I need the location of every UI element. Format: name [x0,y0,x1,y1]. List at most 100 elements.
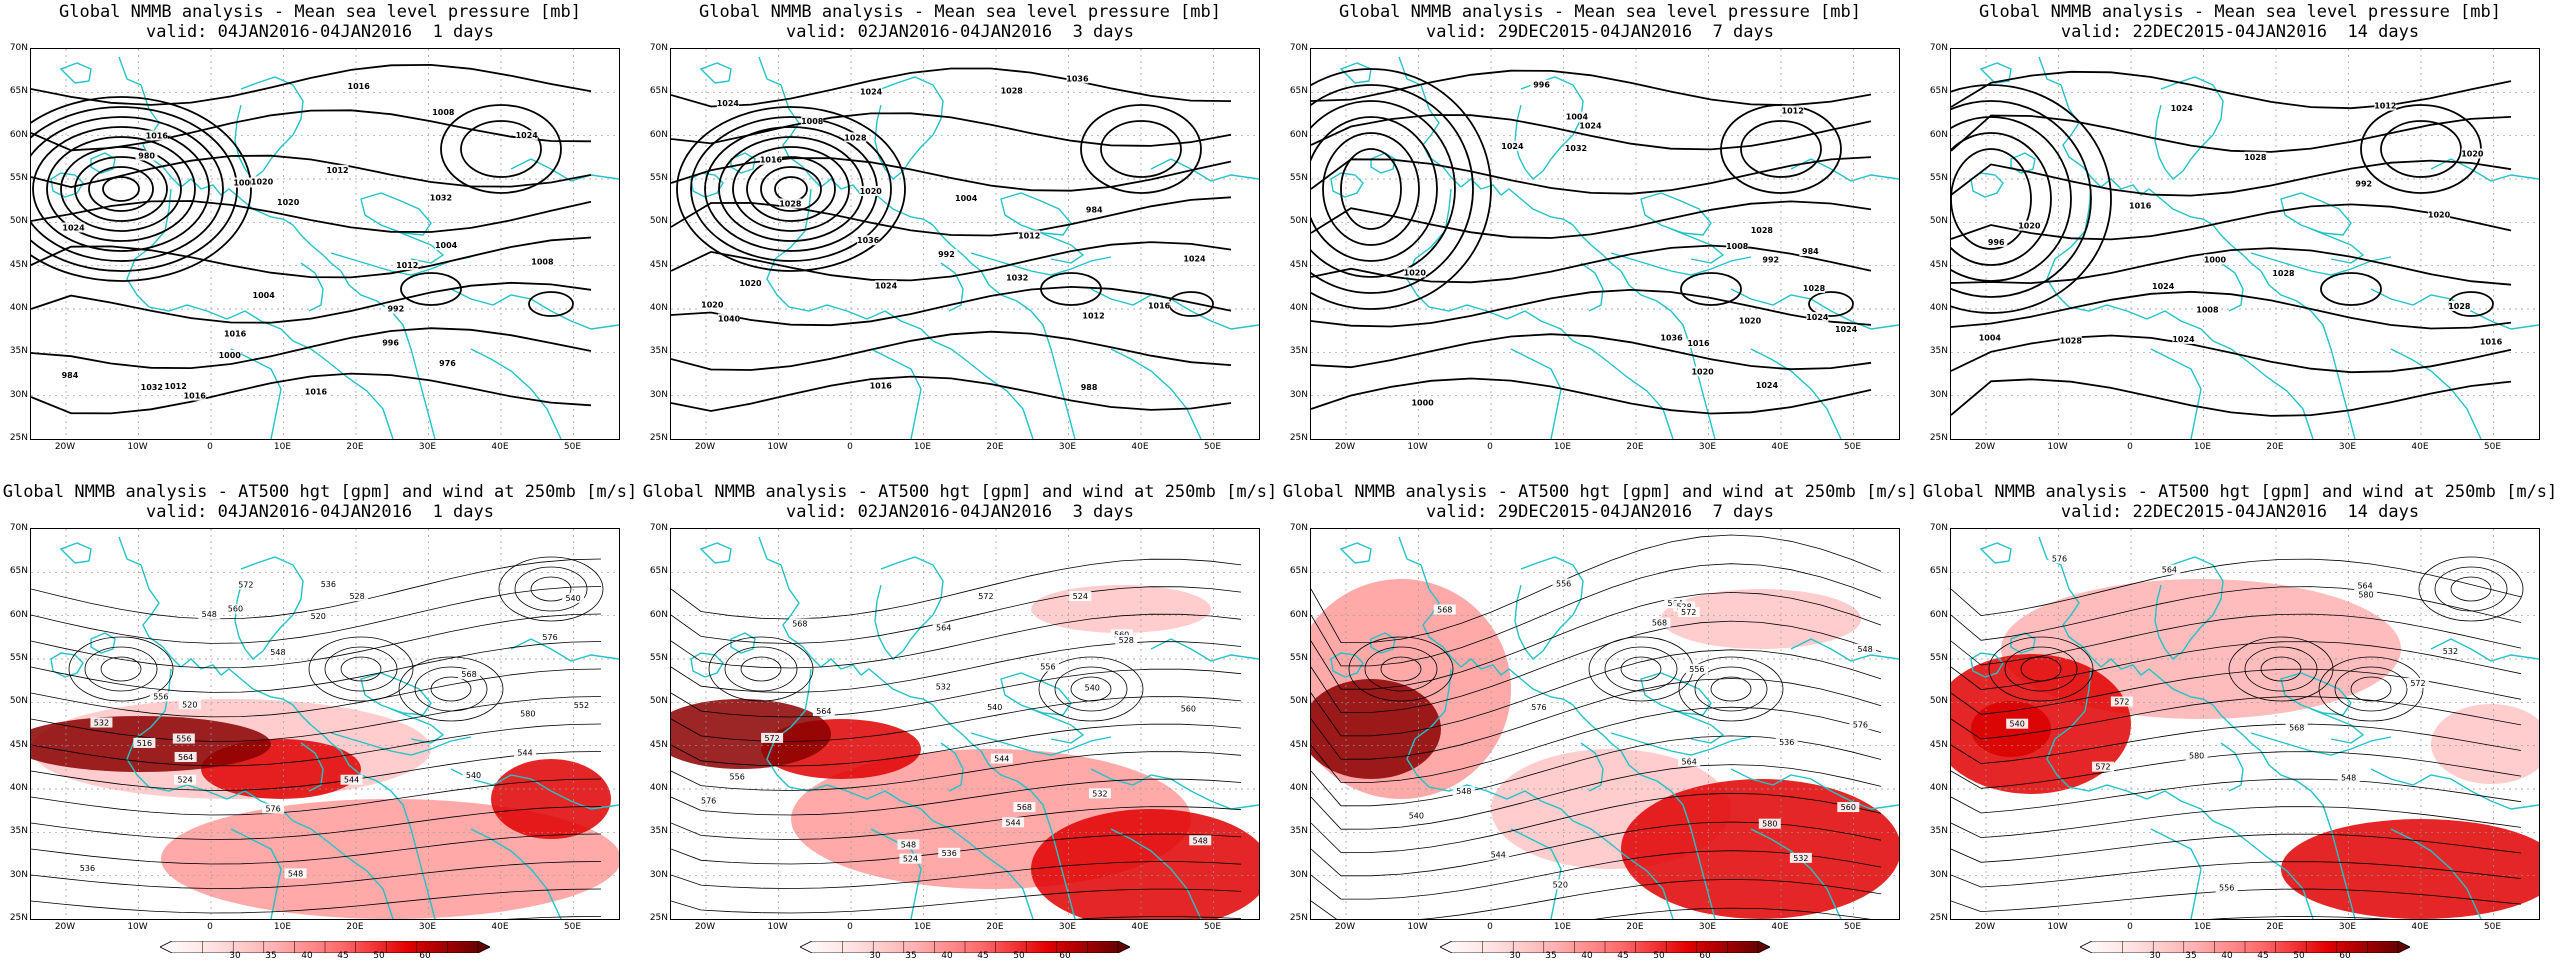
contour-label: 1012 [1782,107,1804,116]
longitude-label: 40E [1131,442,1149,452]
contour-label: 1024 [1806,313,1829,322]
latitude-label: 70N [1929,43,1948,53]
colorbar-label: 35 [265,951,277,961]
colorbar-label: 60 [2339,951,2351,961]
latitude-label: 25N [649,433,668,443]
contour-label: 536 [80,864,95,873]
contour-label: 996 [382,338,399,347]
longitude-label: 40E [1771,922,1789,932]
latitude-label: 50N [9,216,28,227]
contour-line [1311,200,1872,239]
contour-label: 1024 [1579,122,1602,131]
contour-line [1951,806,2522,839]
contour-label: 1028 [1001,87,1024,96]
jet-shading-area [1031,585,1211,633]
map-plot: 1012 1004 1016 1020 1016 1032 992 984 976 980 1000… [30,48,620,440]
latitude-label: 50N [1929,696,1948,707]
contour-label: 1020 [860,187,883,196]
contour-label: 1016 [2129,201,2152,210]
latitude-label: 35N [1289,346,1308,357]
contour-label: 1012 [165,382,187,391]
latitude-label: 40N [1289,783,1308,793]
colorbar-label: 30 [229,951,241,961]
longitude-label: 30E [1698,922,1717,932]
latitude-label: 30N [1929,869,1948,880]
latitude-label: 35N [1929,826,1948,837]
contour-line [31,116,224,262]
contour-label: 1024 [1835,325,1858,334]
longitude-label: 0 [847,442,853,452]
contour-label: 1000 [1411,398,1434,407]
contour-line [100,656,142,682]
contour-line [2334,666,2408,712]
z500-panel-1: Global NMMB analysis - AT500 hgt [gpm] a… [0,480,640,961]
contour-label: 524 [1073,592,1088,601]
contour-line [102,176,140,202]
latitude-label: 30N [1929,389,1948,400]
contour-line [460,120,542,178]
contour-label: 1020 [1404,268,1427,277]
contour-label: 1016 [760,156,783,165]
contour-label: 572 [238,580,253,589]
contour-label: 520 [182,700,197,709]
contour-label: 1000 [2204,255,2227,264]
contour-line [440,104,562,194]
latitude-label: 70N [9,523,28,533]
contour-line [430,676,472,702]
contour-line [74,156,168,222]
contour-label: 1020 [1691,367,1714,376]
longitude-label: 10W [2047,922,2068,932]
contour-line [671,586,1242,644]
contour-label: 1024 [2171,104,2194,113]
contour-line [340,656,382,682]
contour-line [31,833,602,865]
mslp-panel-4: Global NMMB analysis - Mean sea level pr… [1920,0,2560,480]
contour-label: 1008 [531,257,554,266]
contour-line [31,63,592,106]
contour-line [1311,377,1872,415]
contour-line [1100,120,1182,178]
contour-line [530,576,572,602]
contour-label: 556 [2219,884,2234,893]
longitude-label: 10W [2047,442,2068,452]
contour-line [308,636,414,702]
contour-labels: 524 532 544 540 548 560 568 572 576 556 564 540 524 5… [697,590,1212,864]
longitude-label: 20E [346,922,364,932]
contour-line [2320,272,2382,306]
map-plot: 992 996 1000 1004 1008 1012 1016 1020 1016 1028 10… [1950,48,2540,440]
contour-line [414,666,488,712]
contour-label: 540 [2010,720,2025,729]
contour-label: 1032 [1565,144,1587,153]
longitude-label: 0 [207,922,213,932]
colorbar-label: 40 [301,951,313,961]
latitude-label: 25N [1289,433,1308,443]
contour-label: 1004 [1566,113,1589,122]
latitude-label: 40N [649,783,668,793]
contour-label: 532 [1793,854,1808,863]
contour-line [724,646,798,692]
longitude-label: 20W [54,922,76,932]
contour-label: 556 [1689,665,1704,674]
wind-colorbar [159,938,491,954]
contour-label: 580 [1762,820,1777,829]
contour-line [1951,116,2072,282]
contour-label: 1016 [2480,338,2503,347]
latitude-label: 65N [1929,566,1948,577]
contour-label: 1032 [141,383,163,392]
contour-label: 564 [1682,757,1697,766]
graticule [31,529,619,919]
colorbar-label: 60 [1059,951,1071,961]
contour-label: 540 [565,594,580,603]
contour-line [31,668,602,718]
contour-line [1311,244,1872,284]
graticule [671,529,1259,919]
contour-label: 564 [2162,566,2177,575]
latitude-label: 40N [9,303,28,313]
contour-line [1740,120,1822,178]
contour-line [1054,666,1128,712]
contour-label: 984 [62,371,79,380]
contour-line [1951,247,2512,286]
isobars [31,63,592,415]
contour-labels: 984 992 996 1000 1004 1008 1012 1036 1032 1024 102… [1404,79,1858,408]
latitude-label: 45N [649,259,668,270]
